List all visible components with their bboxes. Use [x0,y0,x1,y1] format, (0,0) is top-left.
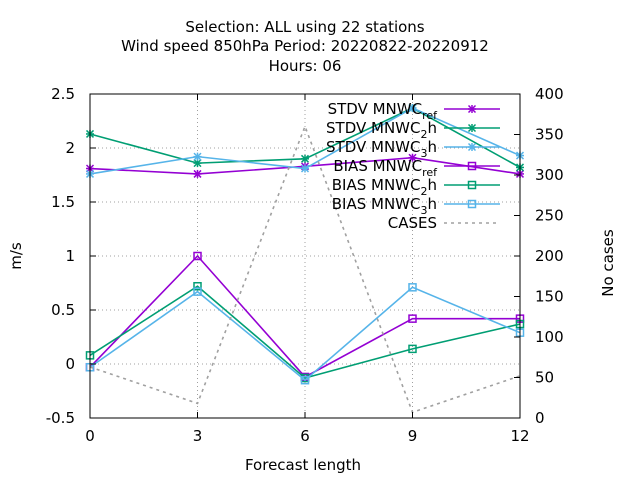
data-point [408,153,417,162]
data-point [193,152,202,161]
legend-label: BIAS MNWCref [333,157,438,179]
grid [90,94,520,418]
x-tick-label: 0 [85,427,95,445]
legend-marker [467,104,477,114]
data-point [408,344,417,354]
legend-marker [467,142,477,152]
y-tick-label: -0.5 [46,409,75,427]
legend-label: BIAS MNWC2h [332,176,437,198]
data-point [193,251,202,261]
y2-tick-label: 100 [535,328,564,346]
data-point [193,287,202,296]
series-line [89,286,521,382]
x-tick-label: 6 [300,427,310,445]
title-line-2: Wind speed 850hPa Period: 20220822-20220… [121,37,489,55]
chart-title: Selection: ALL using 22 stations Wind sp… [121,18,489,75]
data-point [408,104,417,113]
series-line [89,285,521,379]
y-tick-label: 0 [65,355,75,373]
y-tick-label: 1.5 [51,193,75,211]
legend-marker [467,161,477,171]
y2-tick-label: 0 [535,409,545,427]
data-point [193,281,202,291]
x-tick-label: 9 [408,427,418,445]
y2-tick-label: 50 [535,369,554,387]
data-point [408,283,417,292]
y2-tick-label: 250 [535,207,564,225]
legend-label: CASES [388,214,437,232]
y-tick-label: 2 [65,139,75,157]
y-axis-label: m/s [7,242,25,270]
legend-label: BIAS MNWC3h [332,195,437,217]
y2-tick-label: 150 [535,288,564,306]
data-point [300,375,310,385]
y2-tick-label: 350 [535,126,564,144]
data-point [300,164,310,173]
x-tick-label: 3 [193,427,203,445]
y2-axis-label: No cases [599,229,617,297]
x-axis-label: Forecast length [245,456,361,474]
title-line-1: Selection: ALL using 22 stations [185,18,424,36]
data-point [193,169,202,178]
legend-marker [467,180,477,190]
y-tick-label: 2.5 [51,85,75,103]
y2-tick-label: 200 [535,247,564,265]
legend-marker [467,123,477,133]
legend-marker [467,199,477,209]
data-point [408,314,417,323]
ticks: 0 3 6 9 12 -0.5 0 0.5 1 1.5 2 2.5 0 50 100 150 200 250 300… [46,85,564,445]
legend-label: STDV MNWCref [328,100,439,122]
y2-tick-label: 400 [535,85,564,103]
title-line-3: Hours: 06 [269,57,342,75]
y-tick-label: 1 [65,247,75,265]
legend-label: STDV MNWC2h [326,119,437,141]
y2-tick-label: 300 [535,166,564,184]
y-tick-label: 0.5 [51,301,75,319]
legend-label: STDV MNWC3h [326,138,437,160]
x-tick-label: 12 [510,427,529,445]
data-point [300,154,310,163]
